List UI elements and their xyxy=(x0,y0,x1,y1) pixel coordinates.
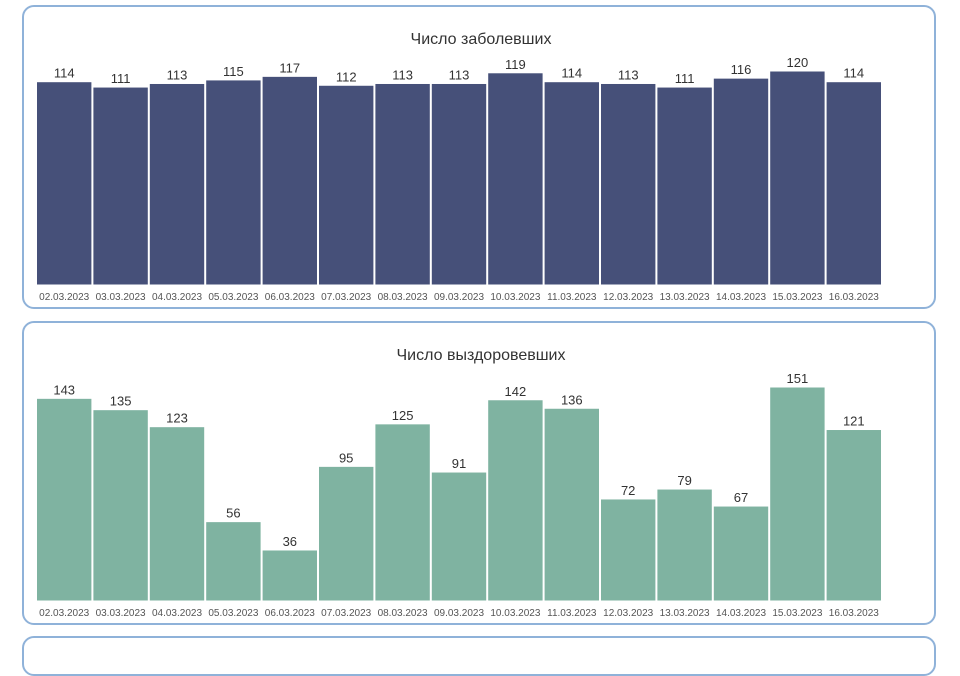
bar-value-label: 115 xyxy=(223,64,244,79)
bar-value-label: 143 xyxy=(53,382,75,397)
x-tick-label: 10.03.2023 xyxy=(490,608,540,619)
bar xyxy=(825,429,882,602)
bar-value-label: 113 xyxy=(167,67,188,82)
chart-title: Число выздоровевших xyxy=(397,347,566,364)
bar xyxy=(92,86,149,286)
x-tick-label: 09.03.2023 xyxy=(434,608,484,619)
bar xyxy=(825,81,882,286)
bar xyxy=(92,409,149,602)
x-tick-label: 12.03.2023 xyxy=(603,608,653,619)
x-tick-label: 04.03.2023 xyxy=(152,292,202,303)
x-tick-label: 16.03.2023 xyxy=(829,608,879,619)
x-tick-label: 09.03.2023 xyxy=(434,292,484,303)
bar xyxy=(712,77,770,286)
bar-value-label: 111 xyxy=(111,71,131,86)
bar-value-label: 119 xyxy=(505,57,526,72)
bar xyxy=(148,82,206,286)
x-tick-label: 11.03.2023 xyxy=(547,292,597,303)
x-tick-label: 11.03.2023 xyxy=(547,608,597,619)
bar-value-label: 120 xyxy=(787,55,809,70)
bar-value-label: 72 xyxy=(621,483,635,498)
bar xyxy=(148,426,206,602)
x-tick-label: 02.03.2023 xyxy=(39,292,89,303)
bar-value-label: 136 xyxy=(561,392,583,407)
x-tick-label: 14.03.2023 xyxy=(716,608,766,619)
x-tick-label: 06.03.2023 xyxy=(265,292,315,303)
bar xyxy=(487,72,544,286)
bar-value-label: 113 xyxy=(392,67,413,82)
bar xyxy=(600,498,657,602)
chart-panel-infected: Число заболевших 114 02.03.2023 111 03.03.20… xyxy=(22,5,936,309)
bar-value-label: 135 xyxy=(110,394,132,409)
bar xyxy=(318,465,375,602)
x-tick-label: 16.03.2023 xyxy=(829,292,879,303)
bar-value-label: 91 xyxy=(452,456,466,471)
chart-panel-next xyxy=(22,636,936,676)
bar-value-label: 125 xyxy=(392,408,414,423)
bar xyxy=(374,423,431,602)
x-tick-label: 06.03.2023 xyxy=(265,608,315,619)
x-tick-label: 04.03.2023 xyxy=(152,608,202,619)
bar xyxy=(205,521,262,602)
bar-value-label: 95 xyxy=(339,450,353,465)
bar-value-label: 121 xyxy=(843,414,865,429)
x-tick-label: 14.03.2023 xyxy=(716,292,766,303)
bar xyxy=(769,386,826,602)
bar-value-label: 56 xyxy=(226,506,240,521)
bar xyxy=(36,397,93,602)
chart-title: Число заболевших xyxy=(411,31,552,48)
x-tick-label: 12.03.2023 xyxy=(603,292,653,303)
chart-recovered: Число выздоровевших 143 02.03.2023 135 03.03… xyxy=(36,347,882,619)
x-tick-label: 08.03.2023 xyxy=(378,608,428,619)
x-tick-label: 15.03.2023 xyxy=(772,608,822,619)
bar-value-label: 117 xyxy=(279,60,300,75)
bar xyxy=(205,79,262,286)
x-tick-label: 05.03.2023 xyxy=(208,608,258,619)
bar xyxy=(318,84,375,286)
bar-value-label: 36 xyxy=(283,534,297,549)
bar-value-label: 116 xyxy=(731,62,752,77)
bar xyxy=(36,81,93,286)
bar xyxy=(430,471,488,602)
chart-infected: Число заболевших 114 02.03.2023 111 03.03.20… xyxy=(36,31,882,303)
bar xyxy=(656,86,713,286)
chart-panel-recovered: Число выздоровевших 143 02.03.2023 135 03.03… xyxy=(22,321,936,625)
x-tick-label: 10.03.2023 xyxy=(490,292,540,303)
bar-value-label: 151 xyxy=(787,371,809,386)
bar-value-label: 113 xyxy=(449,67,470,82)
bar-value-label: 114 xyxy=(54,66,75,81)
bar xyxy=(543,81,600,286)
x-tick-label: 13.03.2023 xyxy=(660,292,710,303)
bar xyxy=(261,75,319,286)
bar xyxy=(487,399,544,602)
x-tick-label: 03.03.2023 xyxy=(96,608,146,619)
bar-value-label: 67 xyxy=(734,490,748,505)
bar xyxy=(374,82,431,286)
bar-value-label: 114 xyxy=(843,66,864,81)
bar xyxy=(543,407,600,602)
bar xyxy=(261,549,319,602)
bar-value-label: 111 xyxy=(675,71,695,86)
bar xyxy=(656,488,713,602)
bar-value-label: 114 xyxy=(561,66,582,81)
bar-value-label: 113 xyxy=(618,67,639,82)
bar xyxy=(430,82,488,286)
x-tick-label: 15.03.2023 xyxy=(772,292,822,303)
x-tick-label: 03.03.2023 xyxy=(96,292,146,303)
x-tick-label: 02.03.2023 xyxy=(39,608,89,619)
bar xyxy=(600,82,657,286)
bar xyxy=(769,70,826,286)
bar-value-label: 79 xyxy=(677,473,691,488)
bar-value-label: 112 xyxy=(336,69,357,84)
x-tick-label: 13.03.2023 xyxy=(660,608,710,619)
x-tick-label: 07.03.2023 xyxy=(321,608,371,619)
x-tick-label: 05.03.2023 xyxy=(208,292,258,303)
bar-value-label: 123 xyxy=(166,411,188,426)
bar xyxy=(712,505,770,602)
x-tick-label: 08.03.2023 xyxy=(378,292,428,303)
x-tick-label: 07.03.2023 xyxy=(321,292,371,303)
bar-value-label: 142 xyxy=(505,384,527,399)
